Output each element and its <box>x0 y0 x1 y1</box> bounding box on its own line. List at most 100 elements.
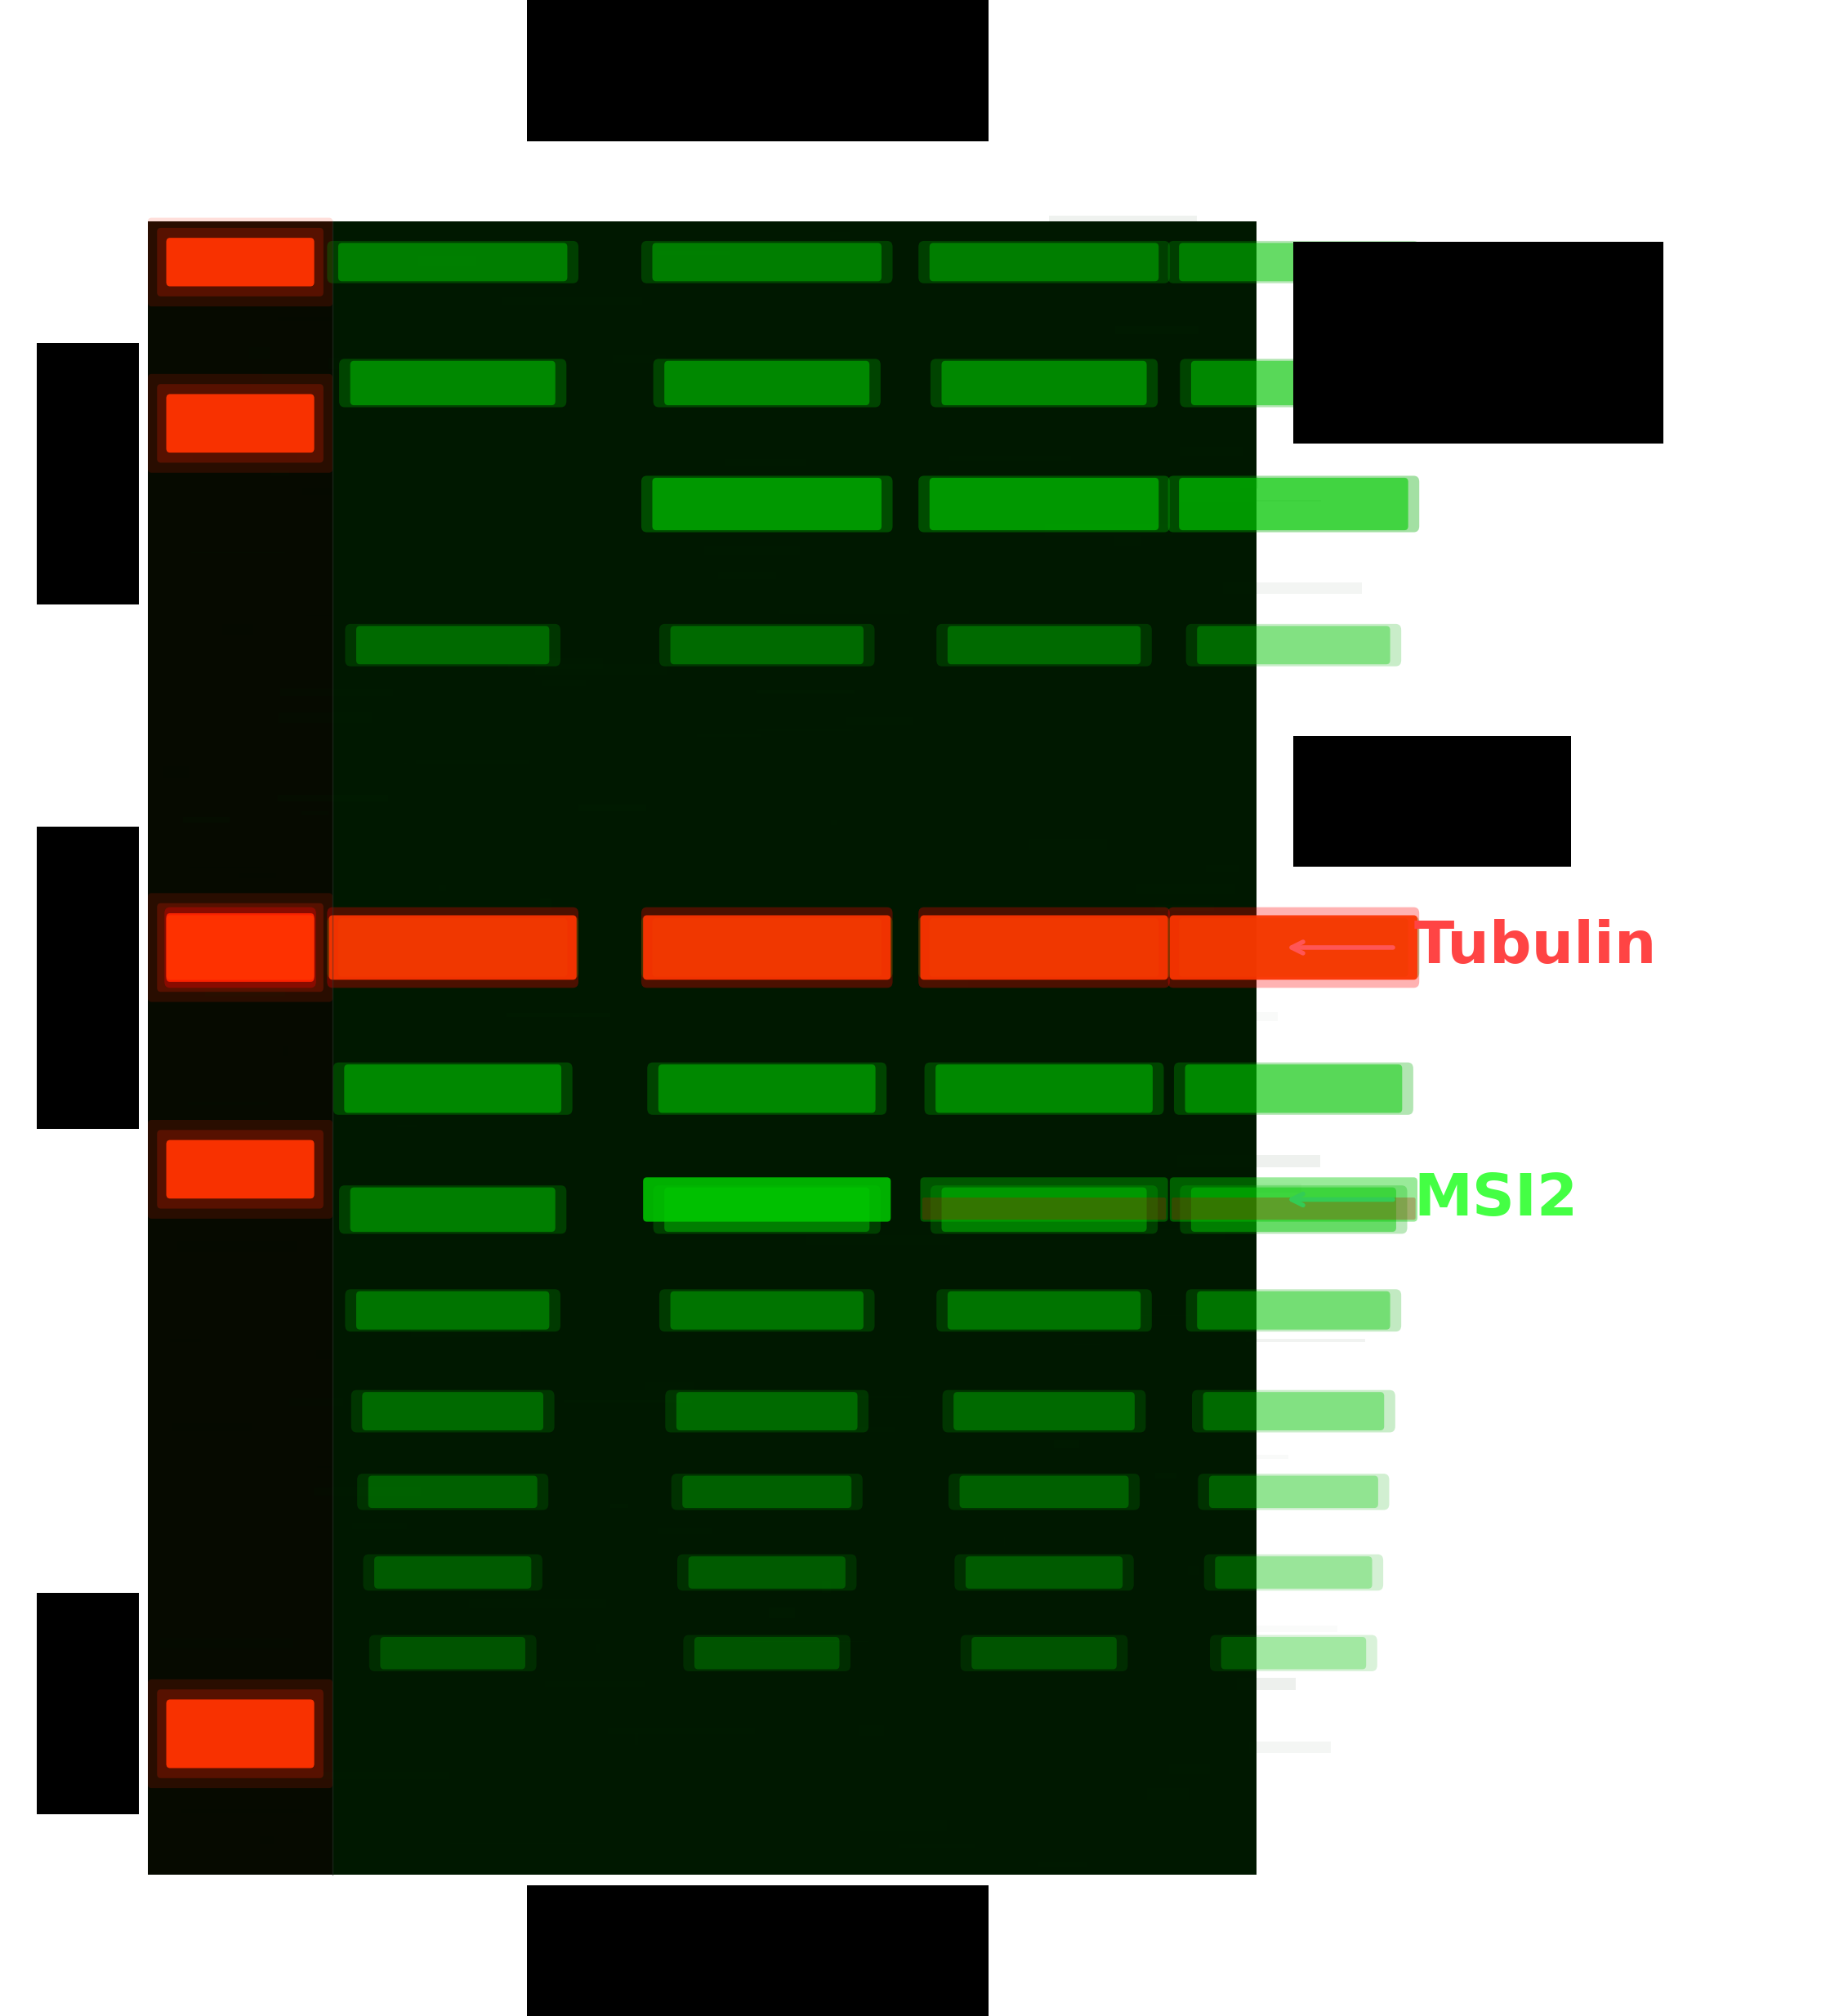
FancyBboxPatch shape <box>148 1679 333 1788</box>
Bar <box>283 1044 288 1056</box>
Bar <box>277 317 370 321</box>
Bar <box>314 1488 421 1496</box>
FancyBboxPatch shape <box>671 625 863 663</box>
Bar <box>475 1234 601 1238</box>
FancyBboxPatch shape <box>643 915 891 980</box>
Bar <box>645 1383 693 1391</box>
Bar <box>846 718 913 724</box>
Bar <box>673 768 699 772</box>
Bar <box>822 1581 832 1593</box>
Bar <box>353 1522 407 1528</box>
FancyBboxPatch shape <box>654 359 880 407</box>
Bar <box>1155 1474 1177 1480</box>
FancyBboxPatch shape <box>1179 359 1408 407</box>
Bar <box>1214 1456 1288 1460</box>
Bar <box>331 522 429 528</box>
Bar <box>527 0 989 141</box>
Bar <box>1205 865 1240 873</box>
FancyBboxPatch shape <box>641 915 893 980</box>
FancyBboxPatch shape <box>362 1554 543 1591</box>
Bar <box>726 595 760 603</box>
FancyBboxPatch shape <box>948 1292 1140 1331</box>
FancyBboxPatch shape <box>381 1637 525 1669</box>
Bar <box>704 546 800 554</box>
FancyBboxPatch shape <box>333 1062 573 1115</box>
FancyBboxPatch shape <box>1192 1391 1395 1431</box>
FancyBboxPatch shape <box>930 242 1159 282</box>
Bar <box>832 821 837 825</box>
Bar <box>1198 240 1310 244</box>
Bar <box>1231 1012 1277 1022</box>
FancyBboxPatch shape <box>362 1391 543 1431</box>
Bar <box>240 873 275 877</box>
Bar <box>717 573 776 579</box>
FancyBboxPatch shape <box>954 1391 1135 1431</box>
FancyBboxPatch shape <box>1179 917 1408 976</box>
Bar <box>643 992 680 994</box>
Bar <box>917 974 955 978</box>
FancyBboxPatch shape <box>1186 1290 1401 1333</box>
Bar <box>578 804 647 812</box>
Bar <box>508 657 602 669</box>
Bar <box>290 1397 344 1405</box>
Bar <box>438 885 445 891</box>
Bar <box>177 1240 298 1252</box>
FancyBboxPatch shape <box>660 625 874 665</box>
Bar <box>301 810 329 814</box>
FancyBboxPatch shape <box>166 913 314 982</box>
FancyBboxPatch shape <box>918 915 1170 980</box>
Bar <box>1168 1294 1220 1302</box>
Bar <box>425 1193 536 1195</box>
Bar <box>1146 1230 1225 1240</box>
FancyBboxPatch shape <box>1179 242 1408 282</box>
FancyBboxPatch shape <box>961 1635 1127 1671</box>
FancyBboxPatch shape <box>1190 1187 1395 1232</box>
Bar <box>506 1012 610 1018</box>
FancyBboxPatch shape <box>671 1474 863 1510</box>
FancyBboxPatch shape <box>658 1064 876 1113</box>
Bar <box>527 1677 663 1687</box>
FancyBboxPatch shape <box>351 361 554 405</box>
FancyBboxPatch shape <box>1190 361 1395 405</box>
Bar <box>634 1734 638 1746</box>
Bar <box>379 1824 405 1831</box>
FancyBboxPatch shape <box>166 1699 314 1768</box>
Bar <box>503 298 643 304</box>
Bar <box>595 1645 599 1653</box>
FancyBboxPatch shape <box>972 1637 1116 1669</box>
FancyBboxPatch shape <box>1198 1474 1390 1510</box>
Bar <box>955 595 967 601</box>
Bar <box>765 921 806 929</box>
Bar <box>1170 1764 1210 1774</box>
FancyBboxPatch shape <box>338 242 567 282</box>
FancyBboxPatch shape <box>948 625 1140 663</box>
Bar <box>281 689 394 696</box>
Bar <box>318 1466 342 1468</box>
Bar <box>541 679 586 685</box>
Bar <box>859 1726 883 1736</box>
Bar <box>926 1746 1046 1754</box>
FancyBboxPatch shape <box>918 242 1170 282</box>
FancyBboxPatch shape <box>338 917 567 976</box>
Bar <box>1044 1363 1059 1371</box>
Bar <box>693 1087 719 1093</box>
FancyBboxPatch shape <box>941 361 1146 405</box>
FancyBboxPatch shape <box>370 1635 536 1671</box>
Bar <box>564 296 671 302</box>
FancyBboxPatch shape <box>922 1198 1166 1220</box>
Bar <box>545 1681 645 1687</box>
FancyBboxPatch shape <box>157 903 323 992</box>
Bar <box>830 232 850 238</box>
FancyBboxPatch shape <box>1203 1391 1384 1431</box>
FancyBboxPatch shape <box>344 1064 562 1113</box>
Bar <box>652 847 695 849</box>
FancyBboxPatch shape <box>930 1185 1157 1234</box>
FancyBboxPatch shape <box>1186 625 1401 665</box>
Bar <box>340 387 351 393</box>
Bar <box>1246 1183 1301 1193</box>
Bar <box>1190 294 1325 298</box>
FancyBboxPatch shape <box>641 476 893 532</box>
Bar <box>931 1615 1016 1623</box>
FancyBboxPatch shape <box>1198 1292 1390 1331</box>
Bar <box>540 899 551 909</box>
